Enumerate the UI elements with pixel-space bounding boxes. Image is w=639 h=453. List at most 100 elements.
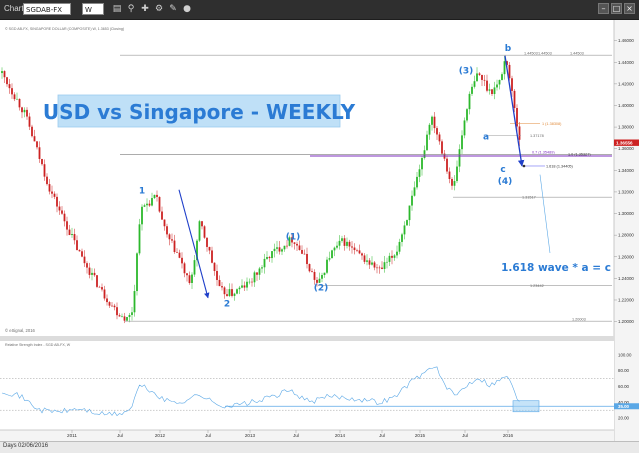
candle-body bbox=[71, 234, 73, 236]
candle-body bbox=[161, 211, 163, 220]
candle-body bbox=[153, 194, 156, 199]
candle-body bbox=[281, 249, 283, 252]
candle-body bbox=[93, 272, 96, 276]
candle-body bbox=[48, 184, 51, 192]
x-tick-label: Jul bbox=[117, 433, 123, 438]
lock-icon[interactable]: ● bbox=[183, 4, 191, 14]
rsi-last-label: 35.00 bbox=[618, 404, 630, 409]
minimize-button[interactable]: – bbox=[598, 3, 609, 14]
copyright-text: © eSignal, 2016 bbox=[5, 328, 36, 333]
target-arrow bbox=[504, 55, 525, 167]
candle-body bbox=[176, 252, 178, 253]
candle-body bbox=[288, 237, 291, 246]
last-price-label: 1.36556 bbox=[616, 140, 633, 145]
maximize-button[interactable]: □ bbox=[611, 3, 622, 14]
candle-body bbox=[411, 195, 413, 206]
candle-body bbox=[501, 74, 503, 80]
close-button[interactable]: × bbox=[624, 3, 635, 14]
candle-body bbox=[251, 281, 253, 283]
candle-body bbox=[368, 260, 371, 265]
candle-body bbox=[23, 109, 26, 113]
candle-body bbox=[226, 294, 228, 296]
candle-body bbox=[168, 234, 171, 240]
candle-body bbox=[253, 272, 256, 283]
pane-divider[interactable] bbox=[0, 336, 614, 341]
candle-body bbox=[53, 193, 56, 197]
candle-body bbox=[381, 267, 383, 269]
candle-body bbox=[476, 73, 478, 82]
candle-body bbox=[121, 316, 123, 318]
rsi-pane[interactable] bbox=[0, 341, 614, 430]
candle-body bbox=[61, 210, 63, 214]
candle-body bbox=[451, 178, 453, 186]
candle-body bbox=[11, 88, 13, 95]
y-tick-label: 1.40000 bbox=[618, 103, 634, 108]
candle-body bbox=[346, 241, 348, 246]
candle-body bbox=[31, 126, 33, 137]
candle-body bbox=[73, 234, 76, 241]
candle-body bbox=[241, 285, 243, 288]
candle-body bbox=[391, 255, 393, 258]
candle-body bbox=[466, 109, 468, 121]
candle-body bbox=[458, 149, 461, 167]
candle-body bbox=[56, 196, 58, 207]
x-tick-label: Jul bbox=[462, 433, 468, 438]
candle-body bbox=[183, 263, 186, 274]
candle-body bbox=[513, 90, 516, 109]
candle-body bbox=[36, 141, 38, 148]
candle-body bbox=[396, 251, 398, 256]
price-pane[interactable] bbox=[0, 20, 614, 336]
candle-body bbox=[43, 164, 46, 177]
title-banner bbox=[57, 94, 341, 128]
candle-body bbox=[243, 285, 246, 288]
candle-body bbox=[471, 86, 473, 94]
wave-label-1: 1 bbox=[139, 186, 145, 196]
candle-body bbox=[406, 220, 408, 226]
candle-body bbox=[18, 98, 21, 108]
candle-body bbox=[383, 262, 386, 269]
candle-body bbox=[91, 272, 93, 275]
candle-body bbox=[103, 289, 106, 299]
candle-body bbox=[206, 237, 208, 247]
candle-body bbox=[516, 108, 518, 127]
candle-body bbox=[468, 93, 471, 110]
candle-body bbox=[231, 289, 233, 296]
x-tick-label: 2011 bbox=[67, 433, 77, 438]
candle-body bbox=[503, 61, 506, 75]
settings-icon[interactable]: ⚙ bbox=[154, 4, 164, 14]
last-price-badge bbox=[614, 139, 639, 146]
y-tick-label: 1.24000 bbox=[618, 276, 634, 281]
zoom-icon[interactable]: ⚲ bbox=[127, 4, 135, 14]
candle-body bbox=[186, 273, 188, 276]
status-label: Days bbox=[3, 443, 17, 449]
level-top-label-2: 1.44503 bbox=[538, 52, 552, 56]
y-tick-label: 1.46000 bbox=[618, 38, 634, 43]
chart-header: © SGD AB-FX, SINGAPORE DOLLAR (COMPOSITE… bbox=[5, 27, 124, 31]
bar-chart-icon[interactable]: ▤ bbox=[112, 4, 122, 14]
level-wave2-label: 1.23442 bbox=[530, 284, 544, 288]
draw-icon[interactable]: ✎ bbox=[169, 4, 177, 14]
candle-body bbox=[426, 134, 428, 151]
candle-body bbox=[316, 279, 318, 283]
candle-body bbox=[216, 271, 218, 280]
symbol-input[interactable]: SGDAB-FX bbox=[23, 3, 71, 15]
candle-body bbox=[428, 124, 431, 135]
interval-input[interactable]: W bbox=[82, 3, 104, 15]
candle-body bbox=[118, 315, 121, 317]
candle-body bbox=[238, 287, 241, 290]
cursor-icon[interactable]: ✚ bbox=[141, 4, 149, 14]
candle-body bbox=[188, 275, 191, 283]
candle-body bbox=[441, 141, 443, 154]
candle-body bbox=[248, 281, 251, 283]
candle-body bbox=[336, 245, 338, 248]
candle-body bbox=[486, 80, 488, 91]
candle-body bbox=[326, 259, 328, 273]
candle-body bbox=[341, 238, 343, 241]
x-tick-label: 2012 bbox=[155, 433, 166, 438]
candle-body bbox=[301, 249, 303, 254]
candle-body bbox=[481, 74, 483, 80]
candle-body bbox=[133, 291, 136, 313]
fib-label-0.7: 0.7 (1.35489) bbox=[532, 151, 555, 155]
candle-body bbox=[66, 221, 68, 230]
